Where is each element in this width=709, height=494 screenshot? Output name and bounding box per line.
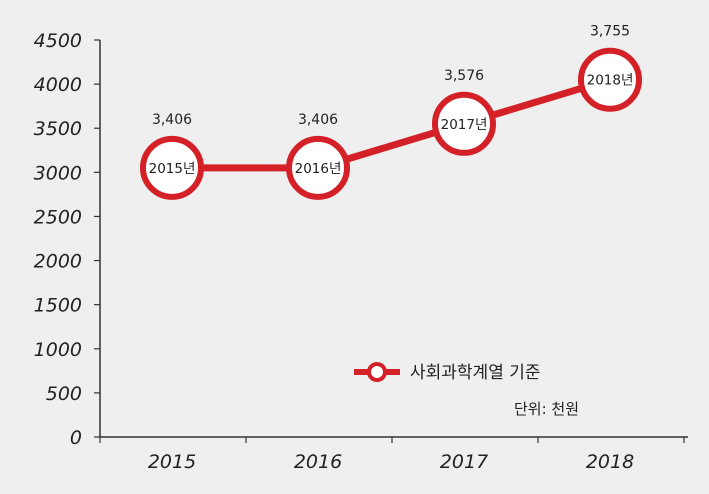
data-point-marker xyxy=(286,135,350,200)
y-tick-label: 1000 xyxy=(34,339,82,361)
y-tick-label: 4000 xyxy=(34,74,82,96)
data-label: 3,576 xyxy=(444,68,484,84)
y-tick-label: 3000 xyxy=(34,162,82,184)
y-tick-label: 2500 xyxy=(34,206,82,228)
data-point-marker xyxy=(578,47,642,112)
series-line xyxy=(172,76,612,172)
x-tick-label: 2018 xyxy=(586,451,634,473)
marker-label: 2018년 xyxy=(587,73,634,89)
y-axis: 4500 4000 3500 3000 2500 2000 1500 1000 500 0 xyxy=(34,30,101,449)
legend: 사회과학계열 기준 단위: 천원 xyxy=(354,362,579,418)
data-point-marker xyxy=(432,91,496,156)
x-tick-label: 2016 xyxy=(294,451,342,473)
data-point-marker xyxy=(140,135,204,200)
x-tick-label: 2017 xyxy=(440,451,488,473)
y-tick-label: 3500 xyxy=(34,118,82,140)
marker-label: 2016년 xyxy=(295,161,342,177)
data-label: 3,755 xyxy=(590,24,630,40)
y-tick-label: 1500 xyxy=(34,295,82,317)
x-tick-label: 2015 xyxy=(148,451,196,473)
y-tick-label: 2000 xyxy=(34,251,82,273)
y-tick-label: 0 xyxy=(70,427,82,449)
series-group: 2015년 3,406 2016년 3,406 2017년 3,576 2018년 3,755 xyxy=(140,24,642,200)
legend-marker-swatch xyxy=(367,362,387,382)
marker-label: 2015년 xyxy=(149,161,196,177)
data-label: 3,406 xyxy=(152,112,192,128)
x-axis: 2015 2016 2017 2018 xyxy=(99,436,688,473)
marker-label: 2017년 xyxy=(441,117,488,133)
legend-label: 사회과학계열 기준 xyxy=(410,363,541,383)
y-tick-label: 4500 xyxy=(34,30,82,52)
unit-note: 단위: 천원 xyxy=(514,400,579,418)
y-tick-label: 500 xyxy=(46,383,82,405)
data-label: 3,406 xyxy=(298,112,338,128)
